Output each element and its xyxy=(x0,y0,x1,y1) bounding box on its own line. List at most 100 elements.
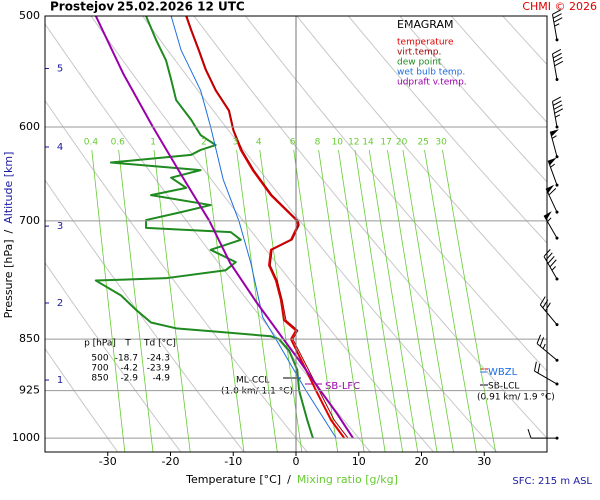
mixing-ratio-label: 17 xyxy=(380,138,391,148)
mixing-ratio-label: 4 xyxy=(256,138,262,148)
barb-shaft xyxy=(539,296,558,325)
barb-flag xyxy=(546,184,555,194)
annotation: ML-CCL xyxy=(236,376,269,386)
mixing-ratio-label: 20 xyxy=(396,138,408,148)
annotation: (0.91 km/ 1.9 °C) xyxy=(477,393,555,403)
mixing-ratio-line xyxy=(442,149,496,452)
dry-adiabat xyxy=(142,16,498,452)
table-header: T xyxy=(124,339,131,349)
wind-barb xyxy=(545,184,559,214)
mixing-ratio-label: 1 xyxy=(150,138,156,148)
barb-shaft xyxy=(547,160,558,186)
table-cell: -23.9 xyxy=(147,364,171,374)
barb-station xyxy=(555,38,559,42)
mixing-ratio-line xyxy=(236,149,278,452)
barb-station xyxy=(555,277,559,281)
mixing-ratio-line xyxy=(338,149,386,452)
legend-entry: udpraft v.temp. xyxy=(397,78,467,88)
y-tick-label: 500 xyxy=(19,9,40,22)
dry-adiabat xyxy=(348,16,547,244)
dry-adiabat xyxy=(45,261,182,452)
table-cell: -4.9 xyxy=(152,374,170,384)
altitude-tick-label: 4 xyxy=(57,142,63,153)
mixing-ratio-label: 8 xyxy=(315,138,321,148)
label-separator: / xyxy=(287,473,291,486)
mixing-ratio-label: 3 xyxy=(233,138,239,148)
mixing-ratio-label: 12 xyxy=(348,138,359,148)
barb-flag xyxy=(544,211,552,220)
legend-entry: dew point xyxy=(397,58,442,68)
wind-barb xyxy=(551,48,564,82)
barb-station xyxy=(555,155,559,159)
x-tick-label: 0 xyxy=(293,455,300,468)
wind-barb xyxy=(547,157,559,187)
wind-barb xyxy=(527,428,559,440)
mixing-ratio-line xyxy=(387,149,438,452)
table-header: Td [°C] xyxy=(143,339,176,349)
mixing-ratio-label: 14 xyxy=(362,138,374,148)
table-header: p [hPa] xyxy=(84,339,116,349)
legend-title: EMAGRAM xyxy=(397,18,454,31)
legend-entry: wet bulb temp. xyxy=(397,68,465,78)
x-tick-label: 10 xyxy=(352,455,366,468)
y-tick-label: 1000 xyxy=(12,431,40,444)
barb-station xyxy=(555,358,559,362)
barb-flag xyxy=(548,157,557,166)
x-tick-label: -30 xyxy=(99,455,117,468)
x-tick-label: 30 xyxy=(477,455,491,468)
x-tick-label: -10 xyxy=(224,455,242,468)
mixing-ratio-label: 10 xyxy=(332,138,344,148)
y-axis-label: Pressure [hPa] / Altitude [km] xyxy=(2,152,15,319)
mixing-ratio-label: 2 xyxy=(201,138,207,148)
dry-adiabat xyxy=(296,16,547,307)
mixing-ratio-line xyxy=(118,149,154,452)
mixing-ratio-label: 30 xyxy=(435,138,447,148)
barb-flag xyxy=(550,129,559,137)
wind-barb xyxy=(533,361,559,386)
annotation: SB-LCL xyxy=(488,382,519,392)
credit: CHMI © 2026 xyxy=(522,0,597,13)
x-tick-label: -20 xyxy=(162,455,180,468)
barb-shaft xyxy=(545,188,558,213)
barb-shaft xyxy=(551,96,564,128)
barb-station xyxy=(555,382,559,386)
wind-barb xyxy=(543,211,559,240)
barb-station xyxy=(555,323,559,327)
wind-barb xyxy=(551,96,564,129)
barb-shaft xyxy=(551,9,563,40)
table-cell: 500 xyxy=(91,354,108,364)
annotation: SB-LFC xyxy=(325,381,360,392)
legend-entry: virt.temp. xyxy=(397,48,441,58)
date-subtitle: 25.02.2026 12 UTC xyxy=(117,0,245,14)
barb-shaft xyxy=(543,249,558,280)
mixing-ratio-line xyxy=(318,149,365,452)
mixing-ratio-line xyxy=(204,149,245,452)
wind-barb xyxy=(536,334,559,362)
dry-adiabat xyxy=(45,179,245,452)
dry-adiabat xyxy=(399,16,547,183)
annotation: SFC: 215 m ASL xyxy=(512,476,592,487)
table-cell: 850 xyxy=(91,374,108,384)
x-tick-label: 20 xyxy=(415,455,429,468)
barb-shaft xyxy=(549,131,558,157)
mixing-ratio-label: 0.6 xyxy=(111,138,126,148)
mixing-ratio-line xyxy=(354,149,404,452)
y-tick-label: 850 xyxy=(19,332,40,345)
altitude-tick-label: 2 xyxy=(57,298,63,309)
mixing-ratio-label: 0.4 xyxy=(84,138,99,148)
temperature-label: Temperature [°C] xyxy=(185,473,281,486)
dry-adiabat xyxy=(245,16,547,372)
mixing-ratio-line xyxy=(293,149,339,452)
dry-adiabat xyxy=(45,99,308,452)
barb-station xyxy=(555,183,559,187)
annotation: (1.0 km/ 1.1 °C) xyxy=(221,387,293,397)
mixing-ratio-line xyxy=(402,149,454,452)
pressure-label: Pressure [hPa] xyxy=(2,239,15,318)
station-title: Prostejov xyxy=(50,0,114,14)
barb-shaft xyxy=(551,48,564,80)
table-cell: -4.2 xyxy=(120,364,138,374)
altitude-tick-label: 1 xyxy=(57,375,63,386)
wind-barb xyxy=(539,296,559,327)
